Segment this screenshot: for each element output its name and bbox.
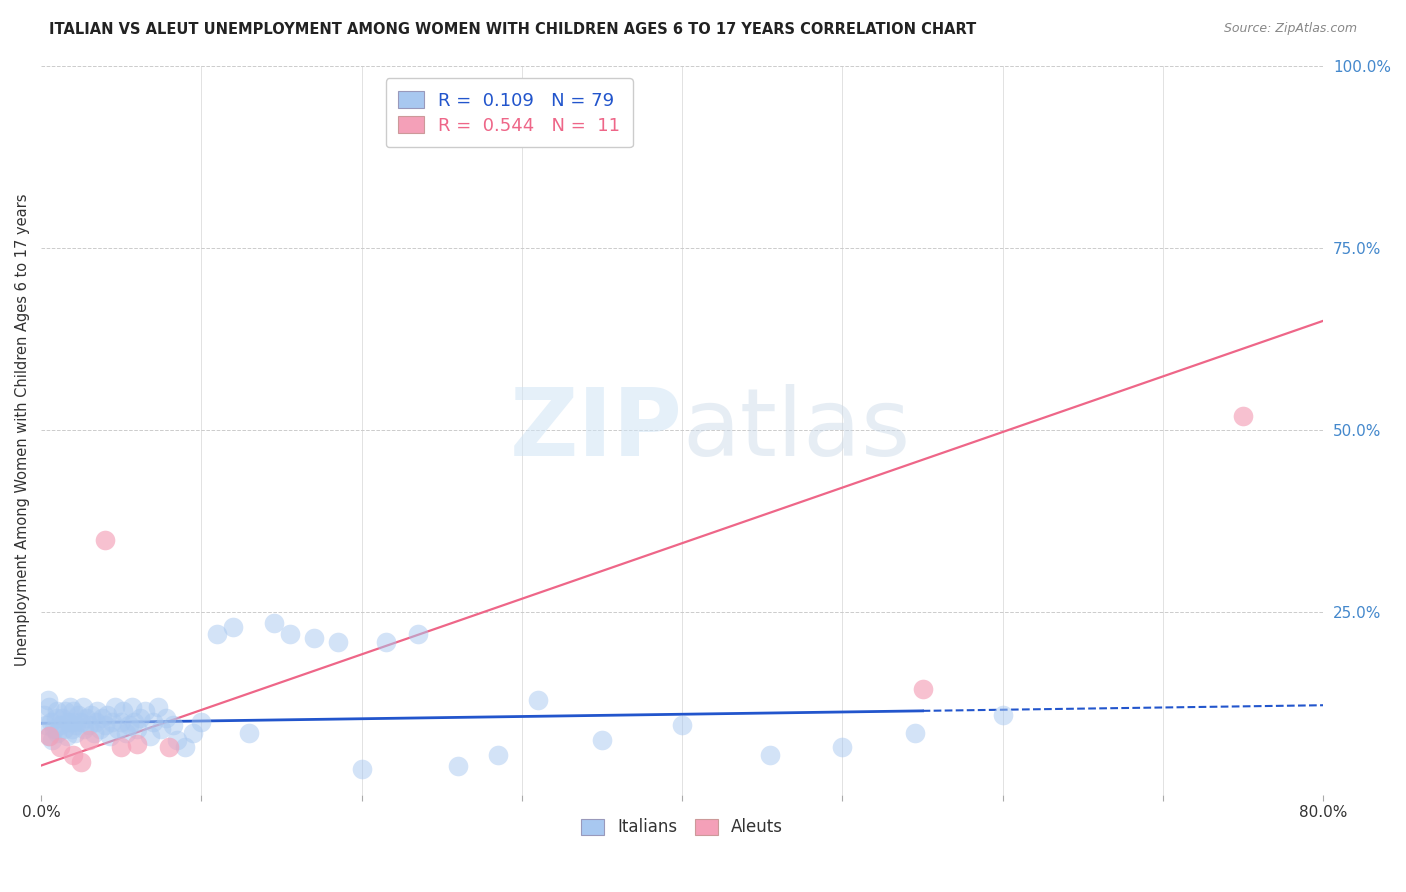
Point	[174, 740, 197, 755]
Point	[374, 634, 396, 648]
Point	[104, 700, 127, 714]
Point	[207, 627, 229, 641]
Point	[134, 704, 156, 718]
Point	[190, 714, 212, 729]
Point	[77, 718, 100, 732]
Point	[86, 704, 108, 718]
Point	[139, 730, 162, 744]
Point	[302, 631, 325, 645]
Point	[72, 700, 94, 714]
Point	[911, 681, 934, 696]
Point	[118, 718, 141, 732]
Point	[96, 707, 118, 722]
Point	[62, 714, 84, 729]
Point	[326, 634, 349, 648]
Text: atlas: atlas	[682, 384, 911, 476]
Point	[903, 725, 925, 739]
Point	[591, 733, 613, 747]
Point	[146, 700, 169, 714]
Point	[129, 711, 152, 725]
Point	[150, 722, 173, 736]
Point	[142, 714, 165, 729]
Legend: Italians, Aleuts: Italians, Aleuts	[572, 810, 792, 845]
Point	[38, 730, 60, 744]
Point	[80, 707, 103, 722]
Point	[94, 718, 117, 732]
Point	[34, 707, 56, 722]
Point	[162, 718, 184, 732]
Point	[66, 707, 89, 722]
Point	[60, 722, 83, 736]
Point	[831, 740, 853, 755]
Point	[91, 711, 114, 725]
Point	[65, 718, 87, 732]
Point	[166, 733, 188, 747]
Y-axis label: Unemployment Among Women with Children Ages 6 to 17 years: Unemployment Among Women with Children A…	[15, 194, 30, 666]
Point	[35, 718, 58, 732]
Point	[98, 730, 121, 744]
Point	[110, 714, 132, 729]
Point	[62, 704, 84, 718]
Point	[263, 616, 285, 631]
Point	[759, 747, 782, 762]
Point	[110, 740, 132, 755]
Point	[58, 714, 80, 729]
Point	[59, 700, 82, 714]
Point	[107, 722, 129, 736]
Point	[38, 730, 60, 744]
Point	[111, 704, 134, 718]
Text: Source: ZipAtlas.com: Source: ZipAtlas.com	[1223, 22, 1357, 36]
Point	[55, 730, 77, 744]
Point	[115, 725, 138, 739]
Point	[52, 722, 75, 736]
Point	[447, 758, 470, 772]
Point	[238, 725, 260, 739]
Point	[37, 693, 59, 707]
Point	[527, 693, 550, 707]
Point	[671, 718, 693, 732]
Point	[486, 747, 509, 762]
Point	[46, 704, 69, 718]
Point	[53, 704, 76, 718]
Point	[63, 725, 86, 739]
Point	[100, 714, 122, 729]
Point	[46, 725, 69, 739]
Point	[157, 740, 180, 755]
Point	[83, 725, 105, 739]
Text: ITALIAN VS ALEUT UNEMPLOYMENT AMONG WOMEN WITH CHILDREN AGES 6 TO 17 YEARS CORRE: ITALIAN VS ALEUT UNEMPLOYMENT AMONG WOME…	[49, 22, 976, 37]
Point	[94, 533, 117, 547]
Point	[77, 733, 100, 747]
Point	[70, 755, 93, 769]
Point	[127, 737, 149, 751]
Point	[84, 714, 107, 729]
Point	[1232, 409, 1254, 423]
Point	[350, 762, 373, 776]
Point	[991, 707, 1014, 722]
Point	[75, 711, 97, 725]
Point	[155, 711, 177, 725]
Point	[49, 718, 72, 732]
Point	[122, 714, 145, 729]
Point	[62, 747, 84, 762]
Point	[70, 714, 93, 729]
Text: ZIP: ZIP	[509, 384, 682, 476]
Point	[278, 627, 301, 641]
Point	[41, 733, 63, 747]
Point	[73, 722, 96, 736]
Point	[51, 711, 73, 725]
Point	[39, 714, 62, 729]
Point	[183, 725, 205, 739]
Point	[406, 627, 429, 641]
Point	[127, 722, 149, 736]
Point	[121, 700, 143, 714]
Point	[222, 620, 245, 634]
Point	[42, 722, 65, 736]
Point	[89, 722, 111, 736]
Point	[38, 700, 60, 714]
Point	[44, 711, 66, 725]
Point	[49, 740, 72, 755]
